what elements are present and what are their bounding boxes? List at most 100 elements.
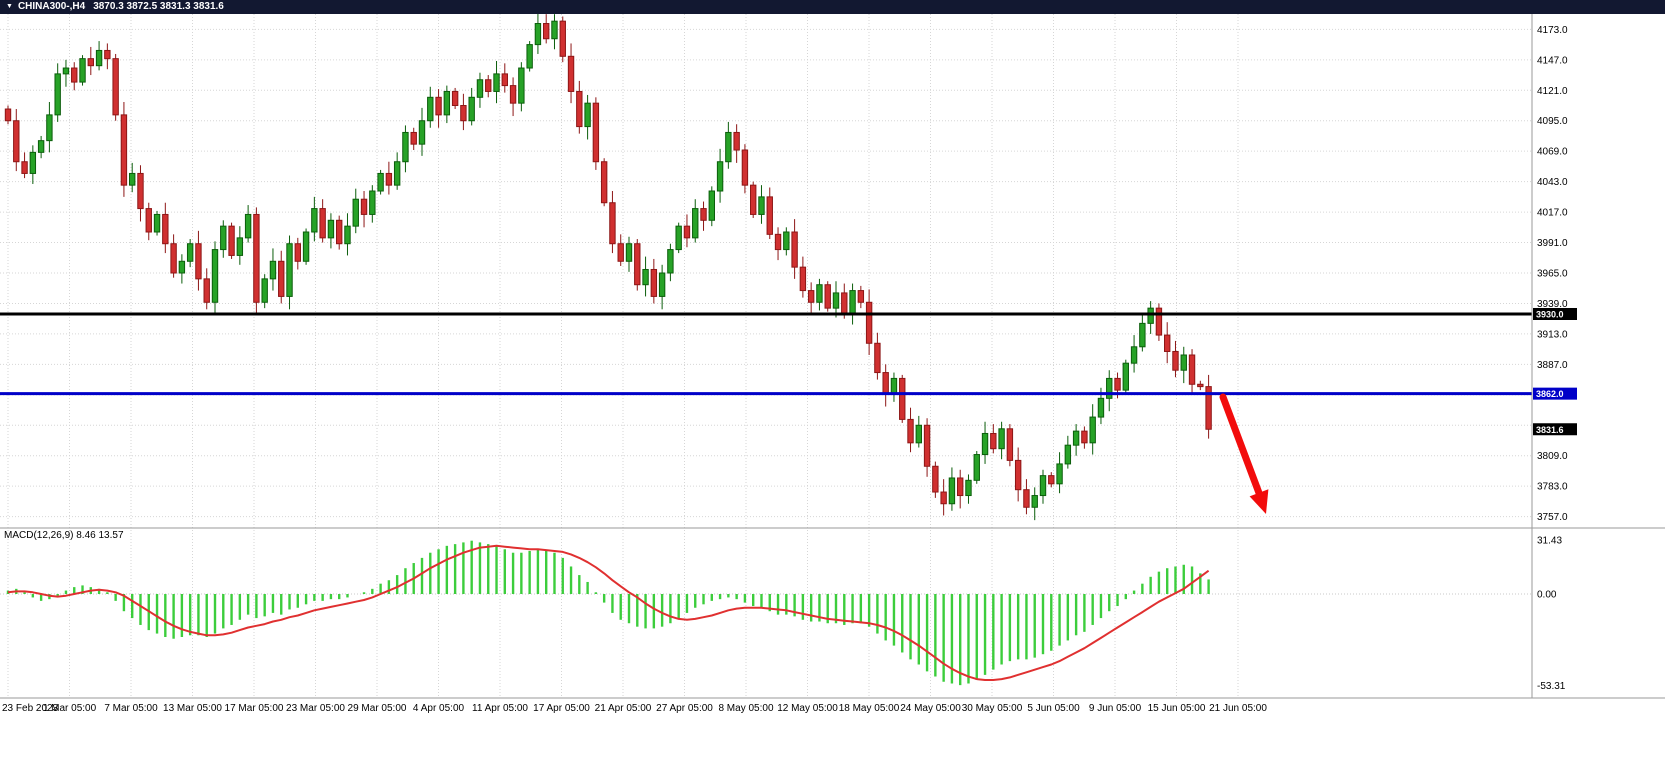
candle — [451, 90, 459, 107]
time-axis-label: 21 Jun 05:00 — [1209, 703, 1267, 714]
candle — [1188, 354, 1196, 385]
price-axis-label: 3913.0 — [1537, 329, 1568, 340]
candle — [211, 249, 219, 303]
candle — [692, 208, 699, 239]
candle — [402, 131, 409, 163]
candle — [1006, 428, 1014, 461]
candle — [311, 208, 318, 233]
candle — [634, 243, 641, 286]
symbol-timeframe-label: CHINA300-,H4 — [17, 1, 86, 12]
candle — [1039, 475, 1047, 497]
candle — [882, 372, 889, 395]
trend-arrow[interactable] — [1219, 393, 1269, 514]
candle — [741, 149, 749, 186]
candle — [1072, 430, 1080, 446]
candle — [576, 90, 583, 128]
candle — [468, 96, 475, 122]
time-axis-label: 23 Mar 05:00 — [286, 703, 345, 714]
svg-text:3831.6: 3831.6 — [1536, 425, 1564, 435]
candle — [244, 213, 252, 239]
candle — [791, 231, 798, 268]
price-axis-label: 3991.0 — [1537, 238, 1568, 249]
candle — [170, 243, 177, 274]
candle — [683, 225, 691, 239]
candle — [427, 96, 434, 122]
candle — [112, 58, 119, 116]
candle — [95, 49, 103, 67]
macd-axis-label: 0.00 — [1537, 590, 1557, 601]
candle — [708, 190, 715, 221]
candle — [526, 44, 533, 69]
candle — [543, 23, 550, 40]
candle — [29, 151, 37, 174]
candle — [21, 161, 28, 174]
candle — [890, 377, 898, 395]
candle — [658, 272, 666, 297]
candle — [957, 477, 964, 497]
candle — [336, 219, 343, 245]
price-axis-label: 3783.0 — [1537, 482, 1568, 493]
time-axis-label: 24 May 05:00 — [900, 703, 961, 714]
candle — [393, 161, 401, 186]
candle — [79, 58, 86, 83]
candle — [1106, 377, 1113, 399]
candle — [816, 284, 823, 303]
candle — [981, 432, 989, 456]
candle — [195, 243, 202, 280]
time-axis-label: 13 Mar 05:00 — [163, 703, 222, 714]
price-axis-label: 3757.0 — [1537, 512, 1568, 523]
macd-axis-label: 31.43 — [1537, 535, 1562, 546]
candle — [1048, 475, 1055, 485]
candle — [294, 243, 302, 262]
candle — [443, 90, 451, 116]
candle — [37, 140, 45, 153]
price-axis-label: 4121.0 — [1537, 86, 1568, 97]
candle — [369, 190, 376, 215]
time-axis-label: 5 Jun 05:00 — [1027, 703, 1080, 714]
candle — [220, 225, 227, 251]
candle — [1089, 416, 1096, 444]
time-axis-label: 23 Feb 2023 — [2, 703, 59, 714]
candle — [617, 243, 624, 262]
candle — [1064, 444, 1072, 465]
symbol-dropdown-icon[interactable]: ▼ — [6, 3, 13, 10]
candle — [518, 67, 525, 104]
price-axis-label: 3809.0 — [1537, 451, 1568, 462]
time-axis-label: 9 Jun 05:00 — [1089, 703, 1142, 714]
candle — [145, 208, 152, 233]
candle — [1164, 334, 1171, 352]
candle — [766, 196, 773, 235]
candle — [186, 243, 194, 262]
candle — [352, 198, 359, 227]
time-axis-label: 15 Jun 05:00 — [1148, 703, 1206, 714]
candle — [559, 20, 566, 57]
candle — [675, 225, 682, 251]
candle — [1172, 350, 1179, 371]
candle — [551, 20, 558, 40]
price-axis-label: 4043.0 — [1537, 177, 1568, 188]
candle — [1114, 377, 1121, 391]
candle — [302, 231, 310, 262]
macd-signal-line — [7, 544, 1210, 681]
candle — [1014, 459, 1022, 491]
candle — [162, 213, 169, 245]
candle — [1130, 346, 1138, 364]
candle — [725, 131, 732, 163]
svg-text:3862.0: 3862.0 — [1536, 389, 1564, 399]
candle — [410, 131, 417, 145]
candle — [13, 120, 20, 163]
candle — [849, 290, 856, 315]
candle — [907, 418, 914, 444]
candle — [948, 477, 956, 505]
svg-text:3930.0: 3930.0 — [1536, 309, 1564, 319]
candle — [1023, 489, 1030, 508]
candle — [716, 161, 724, 192]
candle — [965, 479, 972, 497]
candle — [62, 67, 70, 75]
candle — [1155, 307, 1163, 336]
price-tag-last: 3831.6 — [1533, 423, 1577, 436]
candle — [286, 243, 293, 297]
